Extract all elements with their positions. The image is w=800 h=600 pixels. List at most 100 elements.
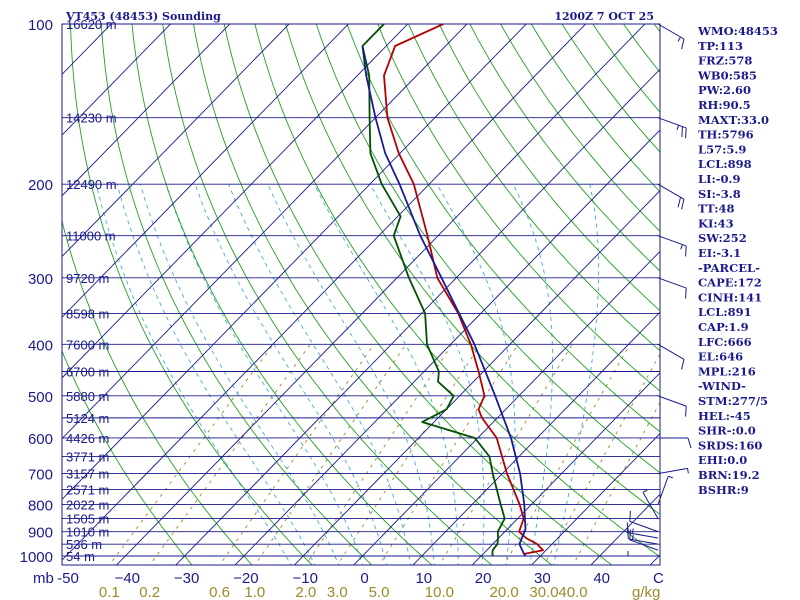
dry-adiabat-line <box>100 24 373 565</box>
sounding-indices: WMO:48453TP:113FRZ:578WB0:585PW:2.60RH:9… <box>697 24 778 497</box>
wind-barb <box>626 522 659 539</box>
height-label: 16620 m <box>66 17 117 32</box>
temperature-label: −20 <box>233 570 258 587</box>
height-label: 12490 m <box>66 177 117 192</box>
pressure-label: 700 <box>28 467 53 484</box>
sounding-profiles <box>361 24 544 557</box>
isotherm-line <box>353 250 660 565</box>
wind-barb <box>657 343 685 370</box>
moist-adiabat-line <box>228 183 411 565</box>
isotherm-line <box>530 432 660 565</box>
index-value: STM:277/5 <box>698 394 768 408</box>
wind-barb <box>642 489 659 519</box>
index-value: EHI:0.0 <box>698 453 747 467</box>
height-label: 5124 m <box>66 411 109 426</box>
moist-adiabat-line <box>313 183 459 565</box>
wind-barb <box>657 23 685 50</box>
isotherm-line <box>412 311 660 565</box>
height-labels: 16620 m 14230 m 12490 m 11000 m 9720 m 8598 m… <box>66 17 117 564</box>
wind-barb <box>657 235 687 257</box>
wind-barb <box>657 395 687 417</box>
height-label: 54 m <box>66 549 95 564</box>
mixing-ratio-line <box>219 344 375 565</box>
height-label: 11000 m <box>66 229 116 244</box>
moist-adiabat-line <box>165 183 364 565</box>
isotherm-line <box>471 372 660 565</box>
moist-adiabat-line <box>553 184 600 565</box>
index-value: SRDS:160 <box>698 438 762 452</box>
mixing-ratio-label: 0.2 <box>139 584 160 600</box>
temperature-label: −30 <box>174 570 199 587</box>
index-value: RH:90.5 <box>698 98 751 112</box>
index-value: KI:43 <box>698 216 734 230</box>
dewpoint-profile <box>361 24 506 557</box>
height-label: 8598 m <box>66 306 109 321</box>
pressure-label: 100 <box>28 17 53 34</box>
index-value: MAXT:33.0 <box>698 113 769 127</box>
index-value: BRN:19.2 <box>698 468 760 482</box>
mixing-ratio-label: 20.0 <box>490 584 519 600</box>
dry-adiabat-line <box>285 24 660 516</box>
pressure-label: 500 <box>28 389 53 406</box>
dry-adiabat-line <box>408 24 660 352</box>
mixing-ratio-label: 40.0 <box>558 584 587 600</box>
height-label: 7600 m <box>66 337 109 352</box>
height-label: 536 m <box>66 537 102 552</box>
mixing-ratio-tick-labels: 0.1 0.2 0.6 1.0 2.0 3.0 5.0 10.0 20.0 30.0 40.0 <box>99 584 588 600</box>
index-value: WMO:48453 <box>697 24 778 38</box>
moist-adiabat-line <box>194 183 387 565</box>
wind-barb <box>657 475 674 505</box>
dry-adiabat-line <box>162 24 493 565</box>
index-value: HEL:-45 <box>698 409 751 423</box>
pressure-label: 300 <box>28 271 53 288</box>
mixing-ratio-label: 30.0 <box>529 584 558 600</box>
isotherm-line <box>62 24 409 379</box>
temperature-profile <box>383 24 544 557</box>
index-value: MPL:216 <box>698 364 756 378</box>
height-label: 3157 m <box>66 467 109 482</box>
height-label: 5880 m <box>66 389 109 404</box>
dry-adiabat-line <box>62 349 193 565</box>
wind-barb <box>657 117 687 139</box>
chart-title: VT453 (48453) Sounding <box>65 10 221 23</box>
index-value: -WIND- <box>698 379 746 393</box>
index-value: TH:5796 <box>698 128 754 142</box>
parcel-profile <box>361 45 527 557</box>
index-value: CINH:141 <box>698 290 762 304</box>
index-value: BSHR:9 <box>698 483 749 497</box>
plot-frame <box>61 23 661 566</box>
x-axis-unit-label: C <box>653 570 664 587</box>
dry-adiabat-line <box>131 24 433 565</box>
dry-adiabat-line <box>377 24 660 392</box>
height-label: 9720 m <box>66 271 109 286</box>
temperature-label: −10 <box>292 570 317 587</box>
dry-adiabat-line <box>346 24 660 433</box>
y-axis-unit-label: mb <box>33 570 54 587</box>
index-value: SHR-:0.0 <box>698 424 756 438</box>
index-value: SI:-3.8 <box>698 187 741 201</box>
temperature-label: −40 <box>115 570 140 587</box>
index-value: EI:-3.1 <box>698 246 741 260</box>
wind-barb <box>629 529 659 551</box>
isobars <box>62 24 660 557</box>
temperature-label: 40 <box>593 570 610 587</box>
pressure-label: 900 <box>28 525 53 542</box>
index-value: LCL:898 <box>698 157 752 171</box>
index-value: CAP:1.9 <box>698 320 749 334</box>
temperature-label: 0 <box>360 570 368 587</box>
mixing-ratio-label: 2.0 <box>295 584 316 600</box>
mixing-ratio-unit: g/kg <box>632 584 660 600</box>
index-value: TT:48 <box>698 202 735 216</box>
mixing-ratio-label: 5.0 <box>369 584 390 600</box>
index-value: WB0:585 <box>697 68 757 82</box>
temperature-label: 10 <box>415 570 432 587</box>
index-value: FRZ:578 <box>698 54 752 68</box>
wind-barb <box>629 510 659 533</box>
dry-adiabat-line <box>70 24 313 565</box>
index-value: SW:252 <box>698 231 747 245</box>
moist-adiabat-line <box>512 183 554 565</box>
height-label: 4426 m <box>66 431 109 446</box>
index-value: PW:2.60 <box>698 83 751 97</box>
moist-adiabat-line <box>139 183 340 565</box>
mixing-ratio-label: 1.0 <box>244 584 265 600</box>
